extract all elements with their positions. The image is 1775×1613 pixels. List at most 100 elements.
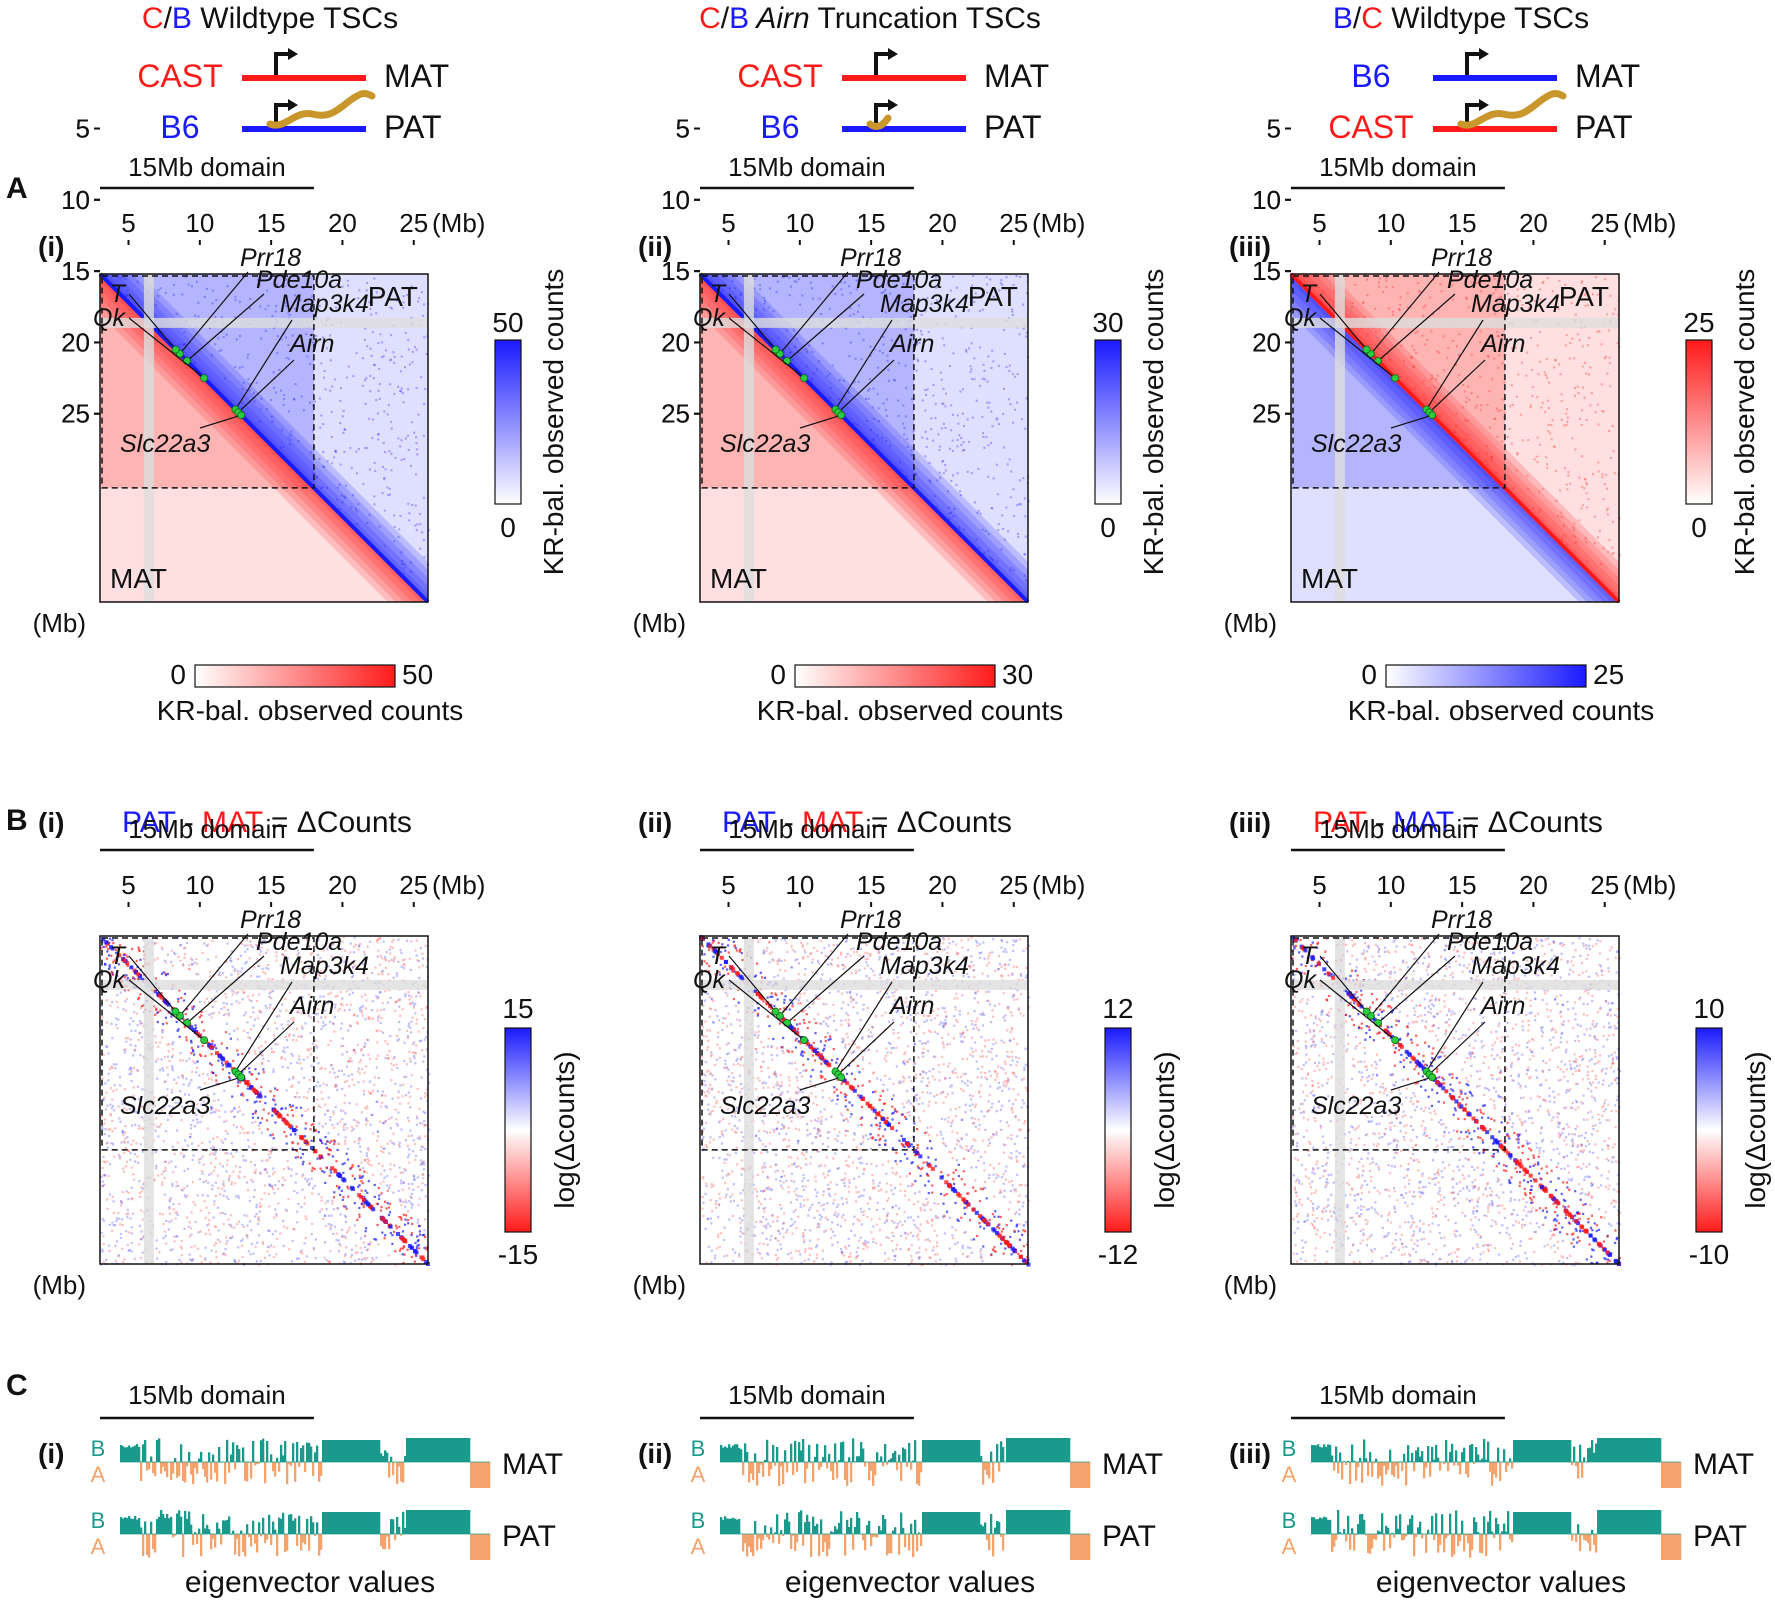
gene-label: Airn [888,330,934,358]
panel-c-roman: (i) [38,1438,64,1469]
top-tick-label: 15 [1448,208,1477,238]
gene-marker-icon [1429,1074,1436,1081]
domain-label: 15Mb domain [728,152,886,182]
delta-colorbar [1105,1028,1131,1232]
top-tick-label: 10 [185,870,214,900]
panel-b-roman: (ii) [638,807,672,838]
mat-allele-label: MAT [1575,58,1640,94]
left-tick-label: 25 [1252,399,1281,429]
left-tick-label: 20 [1252,327,1281,357]
pat-allele-label: PAT [1575,109,1632,145]
pat-allele-label: PAT [384,109,441,145]
promoter-arrow-icon [876,54,890,75]
gene-label: Slc22a3 [1311,430,1401,458]
top-tick-label: 10 [785,208,814,238]
lower-colorbar-max: 25 [1593,659,1624,690]
section-label-b: B [6,804,28,837]
promoter-arrowhead-icon [1479,48,1489,60]
gene-label: Slc22a3 [720,430,810,458]
pat-strain-label: CAST [1328,109,1413,145]
top-tick-label: 10 [185,208,214,238]
left-tick-label: 5 [1267,114,1281,144]
mat-allele-label: MAT [384,58,449,94]
eigen-b-label: B [691,1508,706,1533]
panel-c-roman: (ii) [638,1438,672,1469]
upper-colorbar-min: 0 [1100,512,1116,543]
left-tick-label: 5 [676,114,690,144]
delta-colorbar-min: -12 [1098,1239,1138,1270]
gene-label: Qk [693,304,726,332]
gene-label: Slc22a3 [120,430,210,458]
upper-colorbar-label: KR-bal. observed counts [538,269,569,576]
lower-colorbar-min: 0 [1361,659,1377,690]
eigen-track-pat [120,1510,490,1560]
gene-marker-icon [772,346,779,353]
gene-marker-icon [1363,346,1370,353]
left-axis-unit: (Mb) [633,1270,686,1300]
left-axis-unit: (Mb) [1224,608,1277,638]
gene-marker-icon [801,375,808,382]
top-tick-label: 5 [721,870,735,900]
mat-strain-label: CAST [137,58,222,94]
gene-marker-icon [172,346,179,353]
upper-colorbar [495,340,521,504]
eigen-pat-label: PAT [1693,1520,1747,1553]
promoter-arrow-icon [1467,54,1481,75]
eigen-b-label: B [691,1436,706,1461]
delta-colorbar-label: log(Δcounts) [549,1051,580,1208]
mat-strain-label: CAST [737,58,822,94]
gene-marker-icon [1374,357,1381,364]
mat-allele-label: MAT [984,58,1049,94]
top-tick-label: 20 [928,870,957,900]
domain-label: 15Mb domain [1319,814,1477,844]
gene-marker-icon [1392,375,1399,382]
lower-triangle-label: MAT [1301,563,1358,594]
top-tick-label: 5 [121,870,135,900]
left-tick-label: 20 [661,327,690,357]
upper-colorbar-label: KR-bal. observed counts [1138,269,1169,576]
eigen-caption: eigenvector values [1376,1566,1626,1599]
top-axis-unit: (Mb) [1623,870,1676,900]
gene-marker-icon [238,1074,245,1081]
gene-marker-icon [838,1074,845,1081]
top-tick-label: 25 [399,870,428,900]
left-tick-label: 25 [661,399,690,429]
delta-colorbar-label: log(Δcounts) [1149,1051,1180,1208]
upper-colorbar-max: 50 [492,307,523,338]
mat-strain-label: B6 [1351,58,1390,94]
eigen-a-label: A [1282,1462,1297,1487]
gene-label: Slc22a3 [1311,1092,1401,1120]
delta-colorbar [505,1028,531,1232]
gene-marker-icon [801,1037,808,1044]
gene-label: Map3k4 [880,952,969,980]
top-tick-label: 5 [1312,870,1326,900]
delta-colorbar [1696,1028,1722,1232]
upper-colorbar-min: 0 [1691,512,1707,543]
eigen-track-pat [1311,1510,1681,1560]
gene-label: Airn [288,992,334,1020]
top-tick-label: 10 [1376,208,1405,238]
upper-triangle-label: PAT [368,281,418,312]
left-tick-label: 15 [61,256,90,286]
panel-b-roman: (i) [38,807,64,838]
eigen-caption: eigenvector values [185,1566,435,1599]
gene-marker-icon [238,412,245,419]
gene-label: Qk [1284,304,1317,332]
domain-label: 15Mb domain [728,814,886,844]
panel-title: B/C Wildtype TSCs [1333,2,1589,35]
lower-colorbar [1386,665,1586,687]
gene-marker-icon [783,1019,790,1026]
panel-column-2: C/B Airn Truncation TSCsCASTB6MATPAT(ii)… [633,2,1180,1599]
lower-colorbar-min: 0 [770,659,786,690]
promoter-arrowhead-icon [288,99,298,111]
gene-label: Airn [1479,992,1525,1020]
left-axis-unit: (Mb) [1224,1270,1277,1300]
domain-label: 15Mb domain [128,1380,286,1410]
left-tick-label: 5 [76,114,90,144]
left-tick-label: 10 [661,185,690,215]
gene-marker-icon [838,412,845,419]
top-tick-label: 20 [328,870,357,900]
domain-label: 15Mb domain [128,814,286,844]
eigen-a-label: A [91,1534,106,1559]
